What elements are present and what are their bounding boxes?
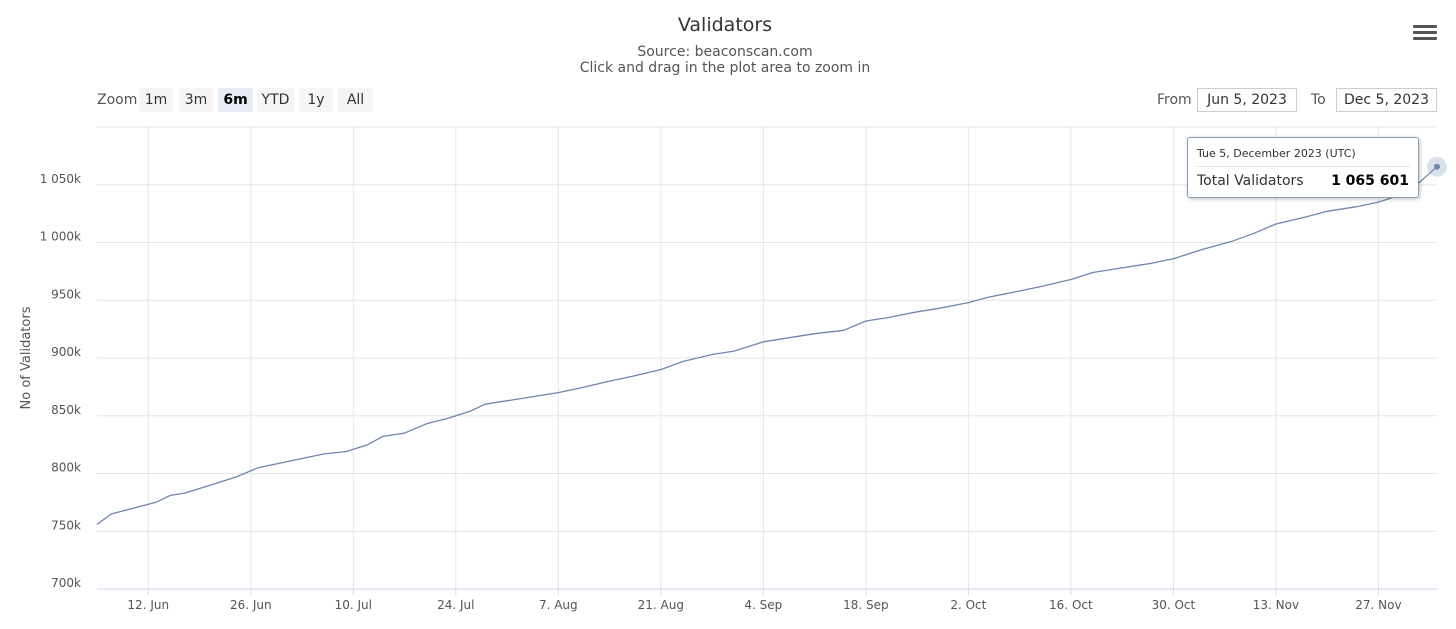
y-axis-label: No of Validators	[19, 306, 34, 409]
zoom-1m-button[interactable]: 1m	[139, 88, 173, 112]
x-tick-label: 21. Aug	[638, 598, 684, 612]
y-tick-label: 900k	[51, 345, 81, 359]
x-tick-label: 30. Oct	[1152, 598, 1196, 612]
x-tick-label: 18. Sep	[843, 598, 889, 612]
x-tick-label: 4. Sep	[744, 598, 782, 612]
y-tick-label: 850k	[51, 403, 81, 417]
tooltip-date: Tue 5, December 2023 (UTC)	[1197, 147, 1356, 160]
x-tick-label: 27. Nov	[1355, 598, 1401, 612]
to-label: To	[1311, 92, 1326, 108]
grid-layer	[97, 126, 1437, 590]
chart-title: Validators	[677, 14, 773, 36]
to-date-input[interactable]	[1336, 88, 1437, 112]
axis-layer: 700k 750k 800k 850k 900k 950k 1 000k 1 050k 12. …	[40, 172, 1437, 612]
y-tick-label: 700k	[51, 576, 81, 590]
x-tick-label: 7. Aug	[539, 598, 578, 612]
zoom-all-button[interactable]: All	[338, 88, 373, 112]
zoom-ytd-button[interactable]: YTD	[257, 88, 294, 112]
x-tick-label: 10. Jul	[335, 598, 372, 612]
x-tick-label: 26. Jun	[230, 598, 272, 612]
series-line-total-validators	[96, 166, 1438, 525]
zoom-6m-button[interactable]: 6m	[218, 88, 253, 112]
tooltip-value: 1 065 601	[1331, 173, 1409, 189]
y-tick-label: 750k	[51, 518, 81, 532]
hamburger-menu-icon[interactable]	[1413, 25, 1437, 43]
y-tick-label: 800k	[51, 461, 81, 475]
from-date-input[interactable]	[1197, 88, 1297, 112]
zoom-1y-button[interactable]: 1y	[299, 88, 333, 112]
y-tick-label: 1 050k	[40, 172, 81, 186]
series-layer	[96, 156, 1447, 525]
chart-subtitle-hint: Click and drag in the plot area to zoom …	[579, 60, 871, 76]
x-tick-label: 16. Oct	[1049, 598, 1093, 612]
data-tooltip: Tue 5, December 2023 (UTC) Total Validat…	[1187, 137, 1419, 198]
tooltip-divider	[1196, 166, 1410, 167]
from-label: From	[1157, 92, 1192, 108]
y-tick-label: 950k	[51, 287, 81, 301]
chart-subtitle-source: Source: beaconscan.com	[637, 44, 813, 60]
x-tick-label: 13. Nov	[1253, 598, 1299, 612]
hover-point	[1434, 163, 1440, 170]
x-tick-label: 12. Jun	[127, 598, 169, 612]
tooltip-series-name: Total Validators	[1197, 173, 1304, 189]
zoom-3m-button[interactable]: 3m	[179, 88, 213, 112]
x-tick-label: 2. Oct	[950, 598, 986, 612]
y-tick-label: 1 000k	[40, 230, 81, 244]
zoom-label: Zoom	[97, 92, 138, 108]
x-tick-label: 24. Jul	[437, 598, 474, 612]
